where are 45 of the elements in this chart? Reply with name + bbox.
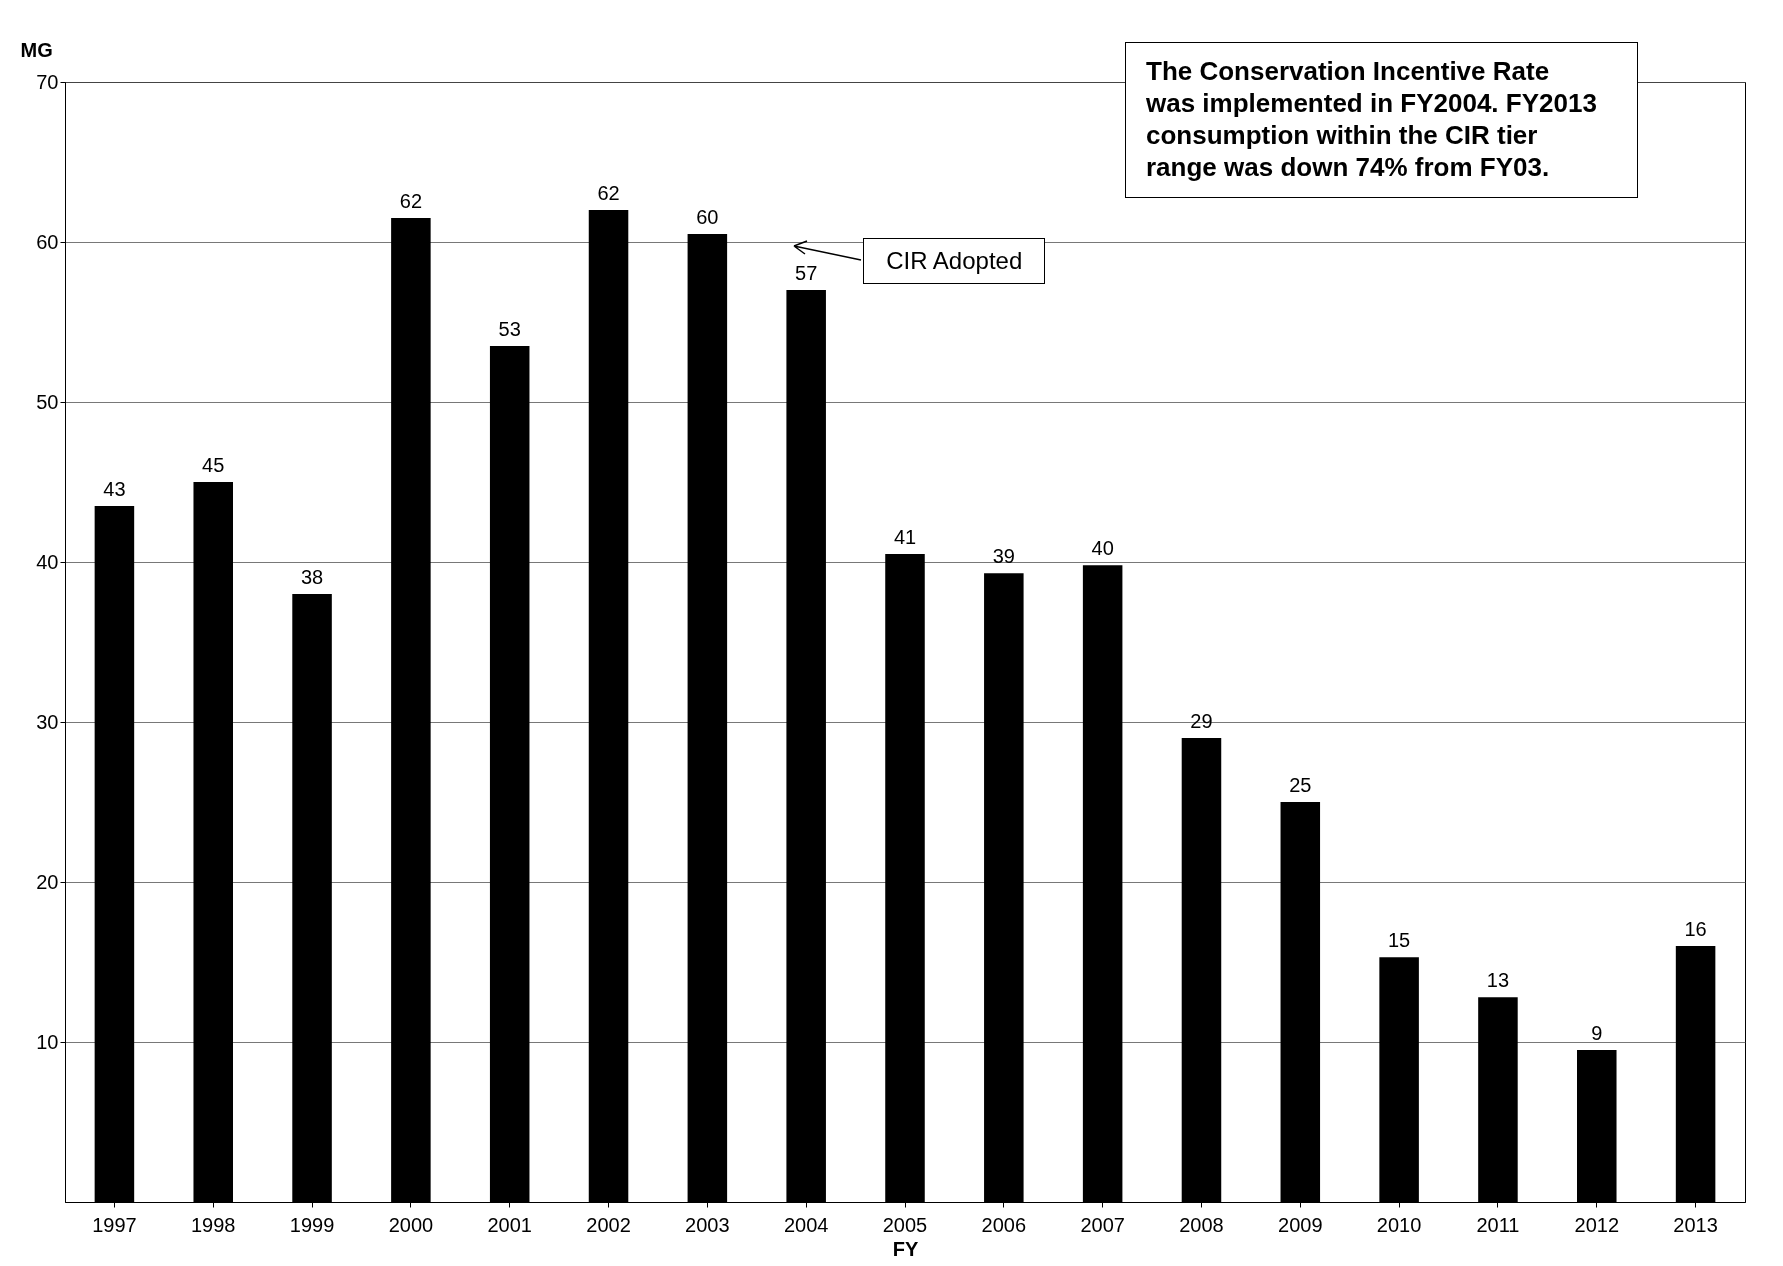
y-tick-label: 40 (36, 550, 59, 573)
data-label: 15 (1387, 929, 1411, 952)
x-tick-label: 1999 (289, 1213, 335, 1236)
data-label: 40 (1091, 537, 1114, 560)
y-tick-label: 20 (36, 870, 59, 893)
x-tick-label: 2005 (882, 1213, 928, 1236)
x-tick-label: 2013 (1673, 1213, 1718, 1236)
data-label: 39 (992, 545, 1015, 568)
data-label: 9 (1591, 1022, 1603, 1044)
data-label: 43 (103, 478, 126, 500)
data-label: 16 (1684, 918, 1707, 940)
data-label: 41 (893, 526, 917, 548)
y-tick-label: 70 (36, 70, 59, 93)
x-tick-label: 2000 (388, 1213, 434, 1236)
x-tick-label: 2006 (981, 1213, 1027, 1236)
x-tick-label: 2010 (1376, 1213, 1422, 1236)
x-tick-label: 2008 (1179, 1213, 1224, 1236)
y-tick-label: 50 (36, 390, 59, 413)
note-box: CIR Adopted (863, 238, 1046, 284)
note-box: The Conservation Incentive Rate was implemented in FY2004. FY2013 consumption within the CIR tier range was down 74% from FY03. (1125, 42, 1638, 198)
x-tick-label: 1997 (92, 1213, 137, 1236)
data-label: 62 (399, 190, 423, 212)
data-label: 62 (597, 182, 620, 204)
x-tick-label: 1998 (190, 1213, 236, 1236)
x-tick-label: 2004 (783, 1213, 829, 1236)
data-label: 53 (498, 318, 521, 340)
x-tick-label: 2003 (685, 1213, 730, 1236)
data-label: 45 (202, 454, 225, 476)
x-tick-label: 2002 (586, 1213, 631, 1236)
data-label: 38 (300, 566, 324, 588)
y-tick-label: 10 (36, 1030, 59, 1053)
x-axis-title: FY (892, 1237, 919, 1260)
x-tick-label: 2012 (1574, 1213, 1620, 1236)
x-tick-label: 2011 (1476, 1213, 1520, 1236)
y-tick-label: 30 (36, 710, 59, 733)
data-label: 29 (1190, 710, 1213, 732)
y-tick-label: 60 (36, 230, 59, 253)
x-tick-label: 2001 (487, 1213, 532, 1236)
data-label: 13 (1486, 969, 1510, 992)
x-tick-label: 2009 (1278, 1213, 1323, 1236)
x-tick-label: 2007 (1080, 1213, 1125, 1236)
data-label: 25 (1289, 774, 1312, 796)
y-axis-title: MG (20, 38, 53, 61)
data-label: 57 (795, 262, 818, 284)
data-label: 60 (696, 206, 719, 228)
